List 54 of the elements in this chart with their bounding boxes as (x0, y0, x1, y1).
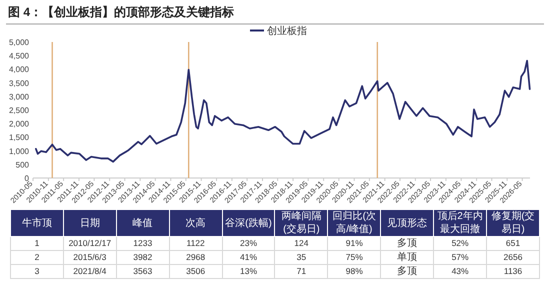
text: 2968 (186, 252, 206, 262)
text: 52% (452, 238, 469, 248)
text: 单顶 (397, 252, 418, 263)
text: 43% (452, 266, 469, 276)
category-label: 日期 (63, 210, 116, 236)
text: 2021/8/4 (73, 266, 106, 276)
category-label: 回归比(次高/峰值) (328, 210, 381, 236)
text: 3 (34, 266, 40, 276)
text: 1122 (186, 238, 205, 248)
text: 35 (296, 252, 306, 262)
legend-label: 创业板指 (267, 25, 307, 37)
text: 多顶 (397, 266, 418, 277)
y-tick-label: 4,000 (8, 65, 30, 74)
y-tick-label: 0 (24, 174, 30, 183)
text: 13% (240, 266, 258, 276)
y-tick-label: 2,000 (8, 120, 30, 129)
text: 71 (296, 266, 306, 276)
category-label: 次高 (169, 210, 222, 236)
y-tick-label: 5,000 (8, 38, 30, 47)
text: 98% (346, 266, 363, 276)
chart-title: 图 4：【创业板指】的顶部形态及关键指标 (8, 5, 234, 19)
text: 23% (240, 238, 258, 248)
text: 75% (346, 252, 363, 262)
text: 2 (34, 252, 40, 262)
text: 1 (34, 238, 40, 248)
text: 2656 (504, 252, 522, 262)
y-tick-label: 1,000 (8, 146, 30, 156)
category-label: 谷深(跌幅) (222, 210, 275, 236)
text: 1233 (133, 238, 152, 248)
y-tick-label: 500 (16, 160, 30, 170)
y-tick-label: 4,500 (8, 52, 30, 61)
y-tick-label: 1,500 (8, 133, 30, 142)
text: 124 (294, 238, 308, 248)
text: 2015/6/3 (73, 252, 106, 262)
text: 3982 (133, 252, 152, 262)
category-label: 顶后2年内最大回撤 (434, 210, 487, 236)
line-series (35, 60, 531, 163)
text: 41% (240, 252, 258, 262)
category-label: 修复期(交易日) (486, 210, 540, 236)
y-tick-label: 3,000 (8, 92, 30, 102)
category-label: 两峰间隔(交易日) (274, 210, 328, 236)
text: 57% (452, 252, 469, 262)
text: 2010/12/17 (68, 238, 112, 248)
category-label: 峰值 (116, 210, 170, 236)
text: 651 (506, 238, 520, 248)
text: 多顶 (397, 238, 418, 249)
text: 3506 (186, 266, 206, 276)
category-label: 牛市顶 (10, 210, 64, 236)
text: 3563 (133, 266, 152, 276)
category-label: 见顶形态 (380, 210, 434, 236)
text: 91% (346, 238, 363, 248)
y-tick-label: 2,500 (8, 106, 30, 115)
text: 1136 (504, 266, 522, 276)
y-tick-label: 3,500 (8, 78, 30, 88)
